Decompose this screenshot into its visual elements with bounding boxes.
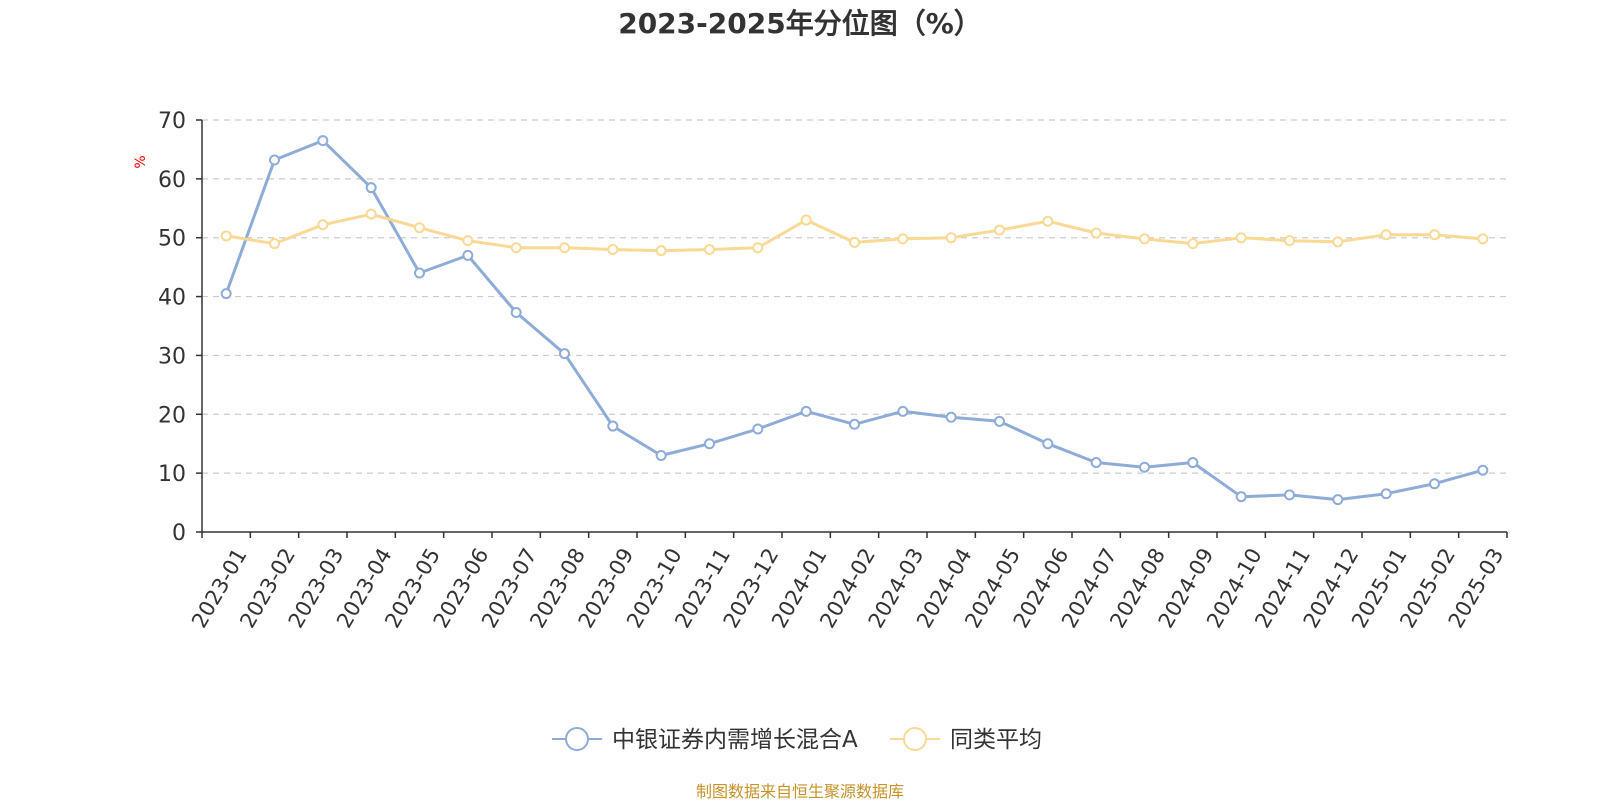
data-point[interactable] (1477, 464, 1489, 476)
data-point[interactable] (317, 135, 329, 147)
data-point[interactable] (1235, 232, 1247, 244)
data-point[interactable] (365, 208, 377, 220)
data-point[interactable] (704, 438, 715, 450)
data-point[interactable] (1477, 233, 1489, 245)
data-point[interactable] (800, 405, 812, 417)
y-tick-label: 40 (158, 286, 186, 311)
data-point[interactable] (1042, 215, 1054, 227)
data-point[interactable] (1090, 227, 1102, 239)
data-source-note: 制图数据来自恒生聚源数据库 (695, 782, 904, 801)
data-point[interactable] (414, 267, 425, 279)
legend-circle-icon (903, 727, 927, 751)
legend-circle-icon (565, 727, 589, 751)
data-point[interactable] (897, 233, 909, 245)
data-point[interactable] (559, 348, 570, 360)
data-point[interactable] (1187, 457, 1199, 469)
data-point[interactable] (897, 405, 909, 417)
data-point[interactable] (1187, 238, 1199, 250)
series-1 (220, 208, 1489, 257)
data-point[interactable] (365, 182, 377, 194)
legend-item[interactable]: 同类平均 (890, 727, 1042, 753)
data-point[interactable] (752, 423, 764, 435)
y-tick-label: 10 (158, 462, 186, 487)
data-point[interactable] (1284, 489, 1295, 501)
data-point[interactable] (849, 418, 860, 430)
data-point[interactable] (994, 224, 1005, 236)
y-axis-unit-label: % (133, 155, 149, 168)
chart-title: 2023-2025年分位图（%） (618, 7, 982, 40)
data-point[interactable] (1235, 491, 1247, 503)
y-tick-label: 50 (158, 227, 186, 252)
data-point[interactable] (849, 236, 860, 248)
data-point[interactable] (1380, 229, 1392, 241)
data-point[interactable] (510, 242, 522, 254)
data-point[interactable] (1332, 236, 1344, 248)
data-point[interactable] (510, 306, 522, 318)
series-group (220, 135, 1489, 506)
data-point[interactable] (1042, 438, 1054, 450)
data-point[interactable] (462, 235, 474, 247)
legend-item[interactable]: 中银证券内需增长混合A (552, 727, 858, 753)
data-point[interactable] (269, 238, 280, 250)
series-line (224, 139, 1485, 502)
data-point[interactable] (655, 449, 667, 461)
y-tick-label: 0 (172, 521, 186, 546)
data-point[interactable] (220, 230, 232, 242)
y-tick-label: 70 (158, 109, 186, 134)
data-point[interactable] (559, 242, 570, 254)
data-point[interactable] (945, 232, 957, 244)
data-point[interactable] (220, 288, 232, 300)
data-point[interactable] (1332, 494, 1344, 506)
data-point[interactable] (994, 415, 1005, 427)
y-tick-label: 20 (158, 403, 186, 428)
data-point[interactable] (607, 420, 619, 432)
data-point[interactable] (800, 214, 812, 226)
data-point[interactable] (462, 249, 474, 261)
data-point[interactable] (607, 243, 619, 255)
data-point[interactable] (1139, 233, 1150, 245)
y-tick-label: 30 (158, 344, 186, 369)
data-point[interactable] (1090, 457, 1102, 469)
legend-label: 中银证券内需增长混合A (612, 727, 858, 753)
legend-label: 同类平均 (950, 727, 1042, 753)
data-point[interactable] (1380, 488, 1392, 500)
y-tick-label: 60 (158, 168, 186, 193)
data-point[interactable] (1284, 235, 1295, 247)
series-0 (220, 135, 1489, 506)
data-point[interactable] (704, 243, 715, 255)
data-point[interactable] (752, 242, 764, 254)
data-point[interactable] (1139, 461, 1150, 473)
data-point[interactable] (655, 245, 667, 257)
data-point[interactable] (317, 219, 329, 231)
legend: 中银证券内需增长混合A 同类平均 (552, 727, 1042, 753)
data-point[interactable] (945, 411, 957, 423)
data-point[interactable] (269, 154, 280, 166)
axes: 0102030405060702023-012023-022023-032023… (158, 109, 1508, 632)
data-point[interactable] (1429, 229, 1440, 241)
data-point[interactable] (414, 222, 425, 234)
data-point[interactable] (1429, 478, 1440, 490)
